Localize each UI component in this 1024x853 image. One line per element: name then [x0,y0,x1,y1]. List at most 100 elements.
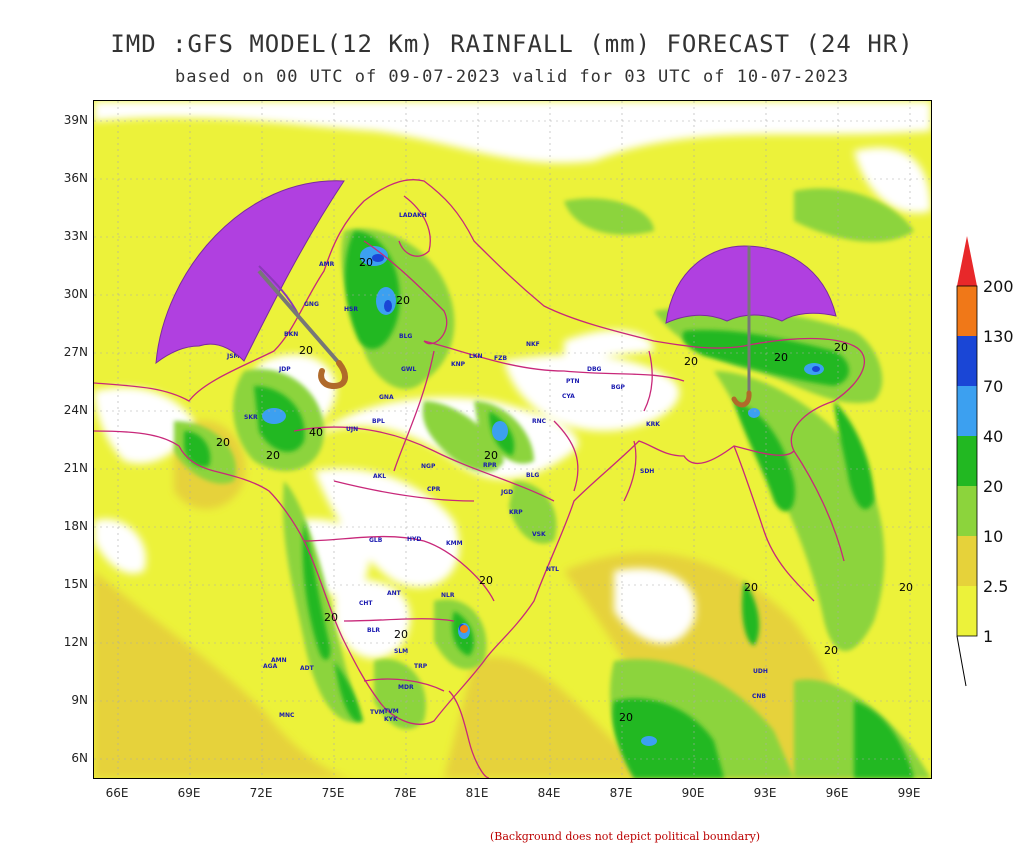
lat-label-9n: 9N [71,693,88,707]
place-label: NTL [546,566,559,573]
place-label: NGP [421,463,436,470]
place-label: TVM [370,709,385,716]
contour-label: 20 [479,574,493,587]
place-label: SKR [244,414,258,421]
lat-label-30n: 30N [63,287,88,301]
place-label: UDH [753,668,768,675]
place-label: SDH [640,468,654,475]
legend-swatch-200-plus [957,236,977,286]
contour-label: 40 [309,426,323,439]
place-label: HYD [407,536,421,543]
legend-label-10: 10 [983,527,1004,546]
place-label: KMM [446,540,463,547]
legend-swatch-70 [957,386,977,436]
place-label: HSR [344,306,358,313]
legend-swatch-200 [957,286,977,336]
place-label: AGA [263,663,278,670]
rain-field-130mm [460,625,468,633]
place-label: NKF [526,341,540,348]
map-title: IMD :GFS MODEL(12 Km) RAINFALL (mm) FORE… [110,30,914,58]
contour-label: 20 [834,341,848,354]
rain-field-70mm [372,254,820,632]
legend-label-1: 1 [983,627,994,646]
rainfall-map-svg: 20 20 20 20 20 20 20 20 20 20 20 20 20 4… [94,101,931,778]
place-label: GLB [369,537,383,544]
contour-label: 20 [774,351,788,364]
place-label: KYK [384,716,398,723]
place-label: KNP [451,361,466,368]
lon-label-93e: 93E [753,786,777,800]
boundary-lines [94,179,865,778]
place-label: MNC [279,712,295,719]
lon-label-75e: 75E [321,786,345,800]
place-label: ANT [387,590,402,597]
place-label: CHT [359,600,373,607]
lat-label-6n: 6N [71,751,88,765]
umbrella-icon [155,180,348,390]
place-label: AKL [373,473,386,480]
lon-label-72e: 72E [249,786,273,800]
contour-label: 20 [266,449,280,462]
contour-label: 20 [299,344,313,357]
contour-label: 20 [824,644,838,657]
lon-label-66e: 66E [105,786,129,800]
place-label: AMR [319,261,335,268]
place-label: UJN [346,426,358,433]
place-label: KRK [646,421,660,428]
place-label: FZB [494,355,507,362]
map-footnote: (Background does not depict political bo… [490,830,761,843]
lat-label-36n: 36N [63,171,88,185]
place-label: JGD [500,489,513,496]
place-label: GNA [379,394,394,401]
lon-label-99e: 99E [897,786,921,800]
place-label: AMN [271,657,287,664]
place-label: JDP [278,366,291,373]
place-label: BKN [284,331,298,338]
legend-label-130: 130 [983,327,1014,346]
lat-label-33n: 33N [63,229,88,243]
place-label: GWL [401,366,417,373]
place-label: LKN [469,353,483,360]
place-label: CPR [427,486,441,493]
place-label: RPR [483,462,497,469]
rainfall-legend [956,236,978,687]
place-label: BLG [526,472,539,479]
lon-label-81e: 81E [465,786,489,800]
legend-label-2.5: 2.5 [983,577,1009,596]
place-label: BGP [611,384,625,391]
legend-frame [956,285,978,637]
lat-label-15n: 15N [63,577,88,591]
map-subtitle: based on 00 UTC of 09-07-2023 valid for … [174,67,850,87]
lat-label-39n: 39N [63,113,88,127]
map-grid [94,101,931,778]
legend-swatch-20 [957,486,977,536]
place-label: CNB [752,693,766,700]
place-label: DBG [587,366,602,373]
contour-label: 20 [484,449,498,462]
lat-label-21n: 21N [63,461,88,475]
place-label: PTN [566,378,580,385]
place-label: BPL [372,418,385,425]
contour-label: 20 [744,581,758,594]
contour-label: 20 [619,711,633,724]
lat-label-18n: 18N [63,519,88,533]
contour-label: 20 [359,256,373,269]
place-label: NLR [441,592,455,599]
umbrella-icon [665,245,837,408]
legend-tail [956,635,967,687]
lat-label-12n: 12N [63,635,88,649]
rainfall-map: 20 20 20 20 20 20 20 20 20 20 20 20 20 4… [93,100,932,779]
lon-label-78e: 78E [393,786,417,800]
legend-label-70: 70 [983,377,1004,396]
lon-label-84e: 84E [537,786,561,800]
legend-swatch-10 [957,536,977,586]
lon-label-90e: 90E [681,786,705,800]
legend-swatch-40 [957,436,977,486]
place-label: CYA [562,393,575,400]
legend-label-20: 20 [983,477,1004,496]
lat-label-27n: 27N [63,345,88,359]
place-label: KRP [509,509,523,516]
place-label: TRP [414,663,428,670]
contour-label: 20 [394,628,408,641]
lon-label-87e: 87E [609,786,633,800]
